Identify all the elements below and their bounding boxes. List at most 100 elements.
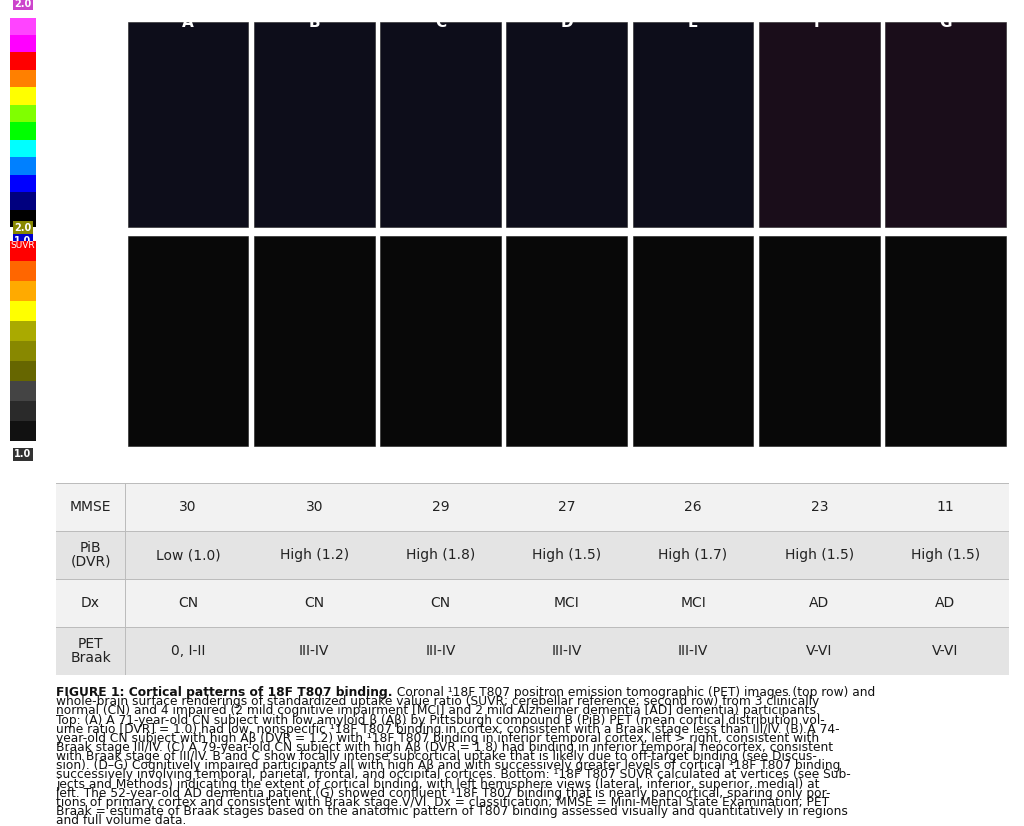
Text: 0, I-II: 0, I-II	[171, 644, 205, 657]
Bar	[10, 70, 36, 88]
Bar	[633, 22, 754, 227]
Text: year-old CN subject with high Aβ (DVR = 1.2) with ¹18F T807 binding in inferior : year-old CN subject with high Aβ (DVR = …	[56, 732, 819, 745]
Text: C: C	[435, 15, 446, 31]
Bar	[380, 22, 501, 227]
Text: 79: 79	[429, 459, 452, 474]
Text: B: B	[308, 15, 321, 31]
Text: Dx: Dx	[81, 596, 100, 610]
Text: 71: 71	[808, 459, 830, 474]
Text: Braak: Braak	[71, 651, 111, 665]
Text: successively involving temporal, parietal, frontal, and occipital cortices. Bott: successively involving temporal, parieta…	[56, 768, 851, 781]
Bar	[10, 157, 36, 175]
Text: High (1.2): High (1.2)	[280, 548, 349, 562]
Bar	[885, 236, 1006, 446]
Text: 11: 11	[937, 501, 954, 514]
Text: sion). (D–G) Cognitively impaired participants all with high Aβ and with success: sion). (D–G) Cognitively impaired partic…	[56, 759, 841, 772]
Text: F: F	[814, 15, 824, 31]
Text: 70: 70	[556, 459, 578, 474]
Text: High (1.5): High (1.5)	[911, 548, 980, 562]
Text: MMSE: MMSE	[70, 501, 112, 514]
Text: High (1.5): High (1.5)	[784, 548, 854, 562]
Text: with Braak stage of III/IV. B and C show focally intense subcortical uptake that: with Braak stage of III/IV. B and C show…	[56, 750, 817, 763]
Text: AD: AD	[935, 596, 955, 610]
Bar	[56, 579, 1009, 627]
Bar	[759, 22, 880, 227]
Text: Low (1.0): Low (1.0)	[156, 548, 220, 562]
Text: MCI: MCI	[680, 596, 706, 610]
Text: High (1.7): High (1.7)	[658, 548, 728, 562]
Bar	[128, 22, 248, 227]
Bar	[128, 236, 248, 446]
Bar	[10, 17, 36, 35]
Text: III-IV: III-IV	[299, 644, 330, 657]
Bar	[10, 301, 36, 320]
Bar	[10, 240, 36, 260]
Bar	[10, 281, 36, 301]
Text: 23: 23	[811, 501, 828, 514]
Text: Age: Age	[74, 459, 108, 474]
Text: 2.0: 2.0	[14, 222, 32, 232]
Bar	[10, 105, 36, 122]
Text: PiB: PiB	[80, 541, 101, 555]
Text: normal (CN) and 4 impaired (2 mild cognitive impairment [MCI] and 2 mild Alzheim: normal (CN) and 4 impaired (2 mild cogni…	[56, 705, 820, 718]
Text: 74: 74	[303, 459, 326, 474]
Text: D: D	[560, 15, 573, 31]
Text: 26: 26	[684, 501, 701, 514]
Text: 30: 30	[179, 501, 197, 514]
Bar	[507, 236, 627, 446]
Text: 71: 71	[177, 459, 199, 474]
Text: III-IV: III-IV	[425, 644, 456, 657]
Text: Braak = estimate of Braak stages based on the anatomic pattern of T807 binding a: Braak = estimate of Braak stages based o…	[56, 805, 848, 818]
Text: 1.0: 1.0	[14, 449, 32, 459]
Text: CN: CN	[304, 596, 325, 610]
Bar	[10, 260, 36, 281]
Text: V-VI: V-VI	[806, 644, 833, 657]
Bar	[10, 140, 36, 157]
Text: Coronal ¹18F T807 positron emission tomographic (PET) images (top row) and: Coronal ¹18F T807 positron emission tomo…	[393, 686, 876, 699]
Text: tions of primary cortex and consistent with Braak stage V/VI. Dx = classificatio: tions of primary cortex and consistent w…	[56, 795, 829, 809]
Bar	[885, 22, 1006, 227]
Bar	[10, 192, 36, 210]
Text: High (1.8): High (1.8)	[406, 548, 475, 562]
Text: 27: 27	[558, 501, 575, 514]
Text: 1.0: 1.0	[14, 235, 32, 245]
Bar	[507, 22, 627, 227]
Bar	[759, 236, 880, 446]
Text: G: G	[939, 15, 951, 31]
Text: E: E	[688, 15, 698, 31]
Text: (DVR): (DVR)	[71, 555, 111, 569]
Text: CN: CN	[178, 596, 198, 610]
Bar	[10, 88, 36, 105]
Text: AD: AD	[809, 596, 829, 610]
Text: CN: CN	[430, 596, 451, 610]
Text: MCI: MCI	[554, 596, 580, 610]
Bar	[633, 236, 754, 446]
Text: 2.0: 2.0	[14, 0, 32, 9]
Text: 29: 29	[432, 501, 450, 514]
Text: PET: PET	[78, 637, 103, 651]
Text: 30: 30	[305, 501, 323, 514]
Text: whole-brain surface renderings of standardized uptake value ratio (SUVR; cerebel: whole-brain surface renderings of standa…	[56, 695, 819, 708]
Text: 59: 59	[682, 459, 705, 474]
Text: Braak stage III/IV. (C) A 79-year-old CN subject with high Aβ (DVR = 1.8) had bi: Braak stage III/IV. (C) A 79-year-old CN…	[56, 741, 834, 754]
Text: High (1.5): High (1.5)	[532, 548, 601, 562]
Bar	[10, 381, 36, 401]
Bar	[10, 341, 36, 361]
Text: A: A	[182, 15, 194, 31]
Bar	[56, 531, 1009, 579]
Bar	[10, 361, 36, 381]
Text: V-VI: V-VI	[932, 644, 958, 657]
Text: and full volume data.: and full volume data.	[56, 814, 186, 826]
Bar	[10, 175, 36, 192]
Text: III-IV: III-IV	[552, 644, 582, 657]
Bar	[56, 483, 1009, 531]
Text: Left: Left	[41, 79, 59, 89]
Bar	[254, 22, 375, 227]
Bar	[10, 421, 36, 441]
Text: Left: Left	[41, 356, 59, 366]
Text: SUVR: SUVR	[10, 240, 36, 249]
Bar	[56, 627, 1009, 675]
Bar	[10, 320, 36, 341]
Bar	[380, 236, 501, 446]
Text: left. The 52-year-old AD dementia patient (G) showed confluent ¹18F T807 binding: left. The 52-year-old AD dementia patien…	[56, 786, 830, 800]
